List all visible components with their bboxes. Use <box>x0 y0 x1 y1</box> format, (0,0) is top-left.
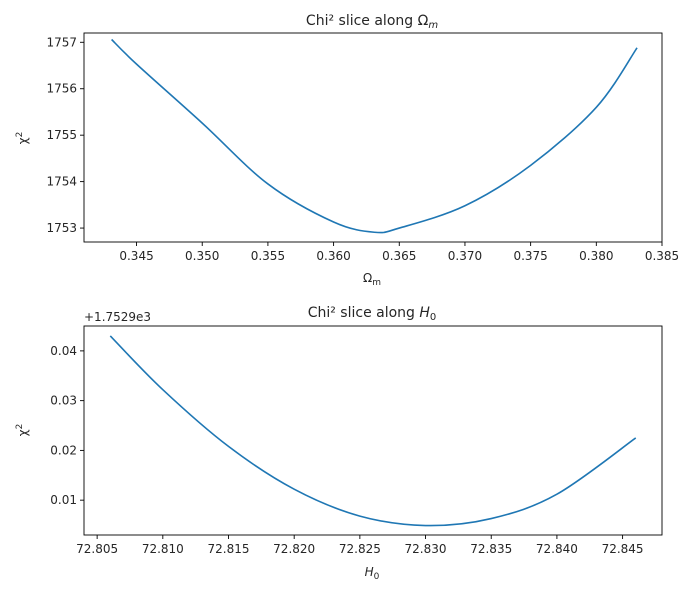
top-x-ticks: 0.345 0.350 0.355 0.360 0.365 0.370 0.375 0.380… <box>119 242 679 263</box>
top-plot-frame <box>83 32 663 243</box>
top-x-tick-label: 0.350 <box>185 249 219 263</box>
bottom-x-tick-label: 72.805 <box>76 542 118 556</box>
top-x-tick-label: 0.380 <box>579 249 613 263</box>
top-y-axis-label: χ2 <box>15 132 30 145</box>
top-x-tick-label: 0.370 <box>448 249 482 263</box>
bottom-y-ticks: 0.01 0.02 0.03 0.04 <box>50 344 84 507</box>
top-y-tick-label: 1754 <box>46 175 77 189</box>
bottom-x-tick-label: 72.835 <box>470 542 512 556</box>
bottom-x-tick-label: 72.825 <box>339 542 381 556</box>
top-y-tick-label: 1757 <box>46 35 77 49</box>
bottom-y-tick-label: 0.04 <box>50 344 77 358</box>
bottom-chart: Chi² slice along H0 +1.7529e3 72.805 72.8… <box>15 305 663 582</box>
top-x-tick-label: 0.355 <box>251 249 285 263</box>
bottom-chart-title: Chi² slice along H0 <box>308 305 437 323</box>
bottom-x-tick-label: 72.810 <box>142 542 184 556</box>
bottom-y-offset-label: +1.7529e3 <box>84 310 151 324</box>
top-chart-title: Chi² slice along Ωm <box>306 13 438 31</box>
bottom-x-tick-label: 72.820 <box>273 542 315 556</box>
bottom-plot-frame <box>83 325 663 536</box>
top-x-axis-label: Ωm <box>363 271 381 288</box>
bottom-x-ticks: 72.805 72.810 72.815 72.820 72.825 72.830 72.8… <box>76 535 644 556</box>
top-x-tick-label: 0.385 <box>645 249 679 263</box>
bottom-x-tick-label: 72.840 <box>536 542 578 556</box>
bottom-x-tick-label: 72.830 <box>405 542 447 556</box>
top-chart: Chi² slice along Ωm 0.345 0.350 0.355 0.360… <box>15 13 679 288</box>
top-x-tick-label: 0.365 <box>382 249 416 263</box>
top-chi2-curve <box>111 38 638 234</box>
bottom-x-tick-label: 72.815 <box>208 542 250 556</box>
top-y-tick-label: 1755 <box>46 128 77 142</box>
bottom-y-tick-label: 0.02 <box>50 443 77 457</box>
top-y-tick-label: 1753 <box>46 221 77 235</box>
bottom-y-tick-label: 0.01 <box>50 493 77 507</box>
bottom-x-tick-label: 72.845 <box>602 542 644 556</box>
top-y-ticks: 1753 1754 1755 1756 1757 <box>46 35 84 235</box>
bottom-chi2-curve <box>109 335 637 527</box>
top-x-tick-label: 0.360 <box>316 249 350 263</box>
top-x-tick-label: 0.345 <box>119 249 153 263</box>
bottom-x-axis-label: H0 <box>365 565 380 582</box>
top-x-tick-label: 0.375 <box>513 249 547 263</box>
bottom-y-tick-label: 0.03 <box>50 394 77 408</box>
top-y-tick-label: 1756 <box>46 82 77 96</box>
bottom-y-axis-label: χ2 <box>15 424 30 437</box>
